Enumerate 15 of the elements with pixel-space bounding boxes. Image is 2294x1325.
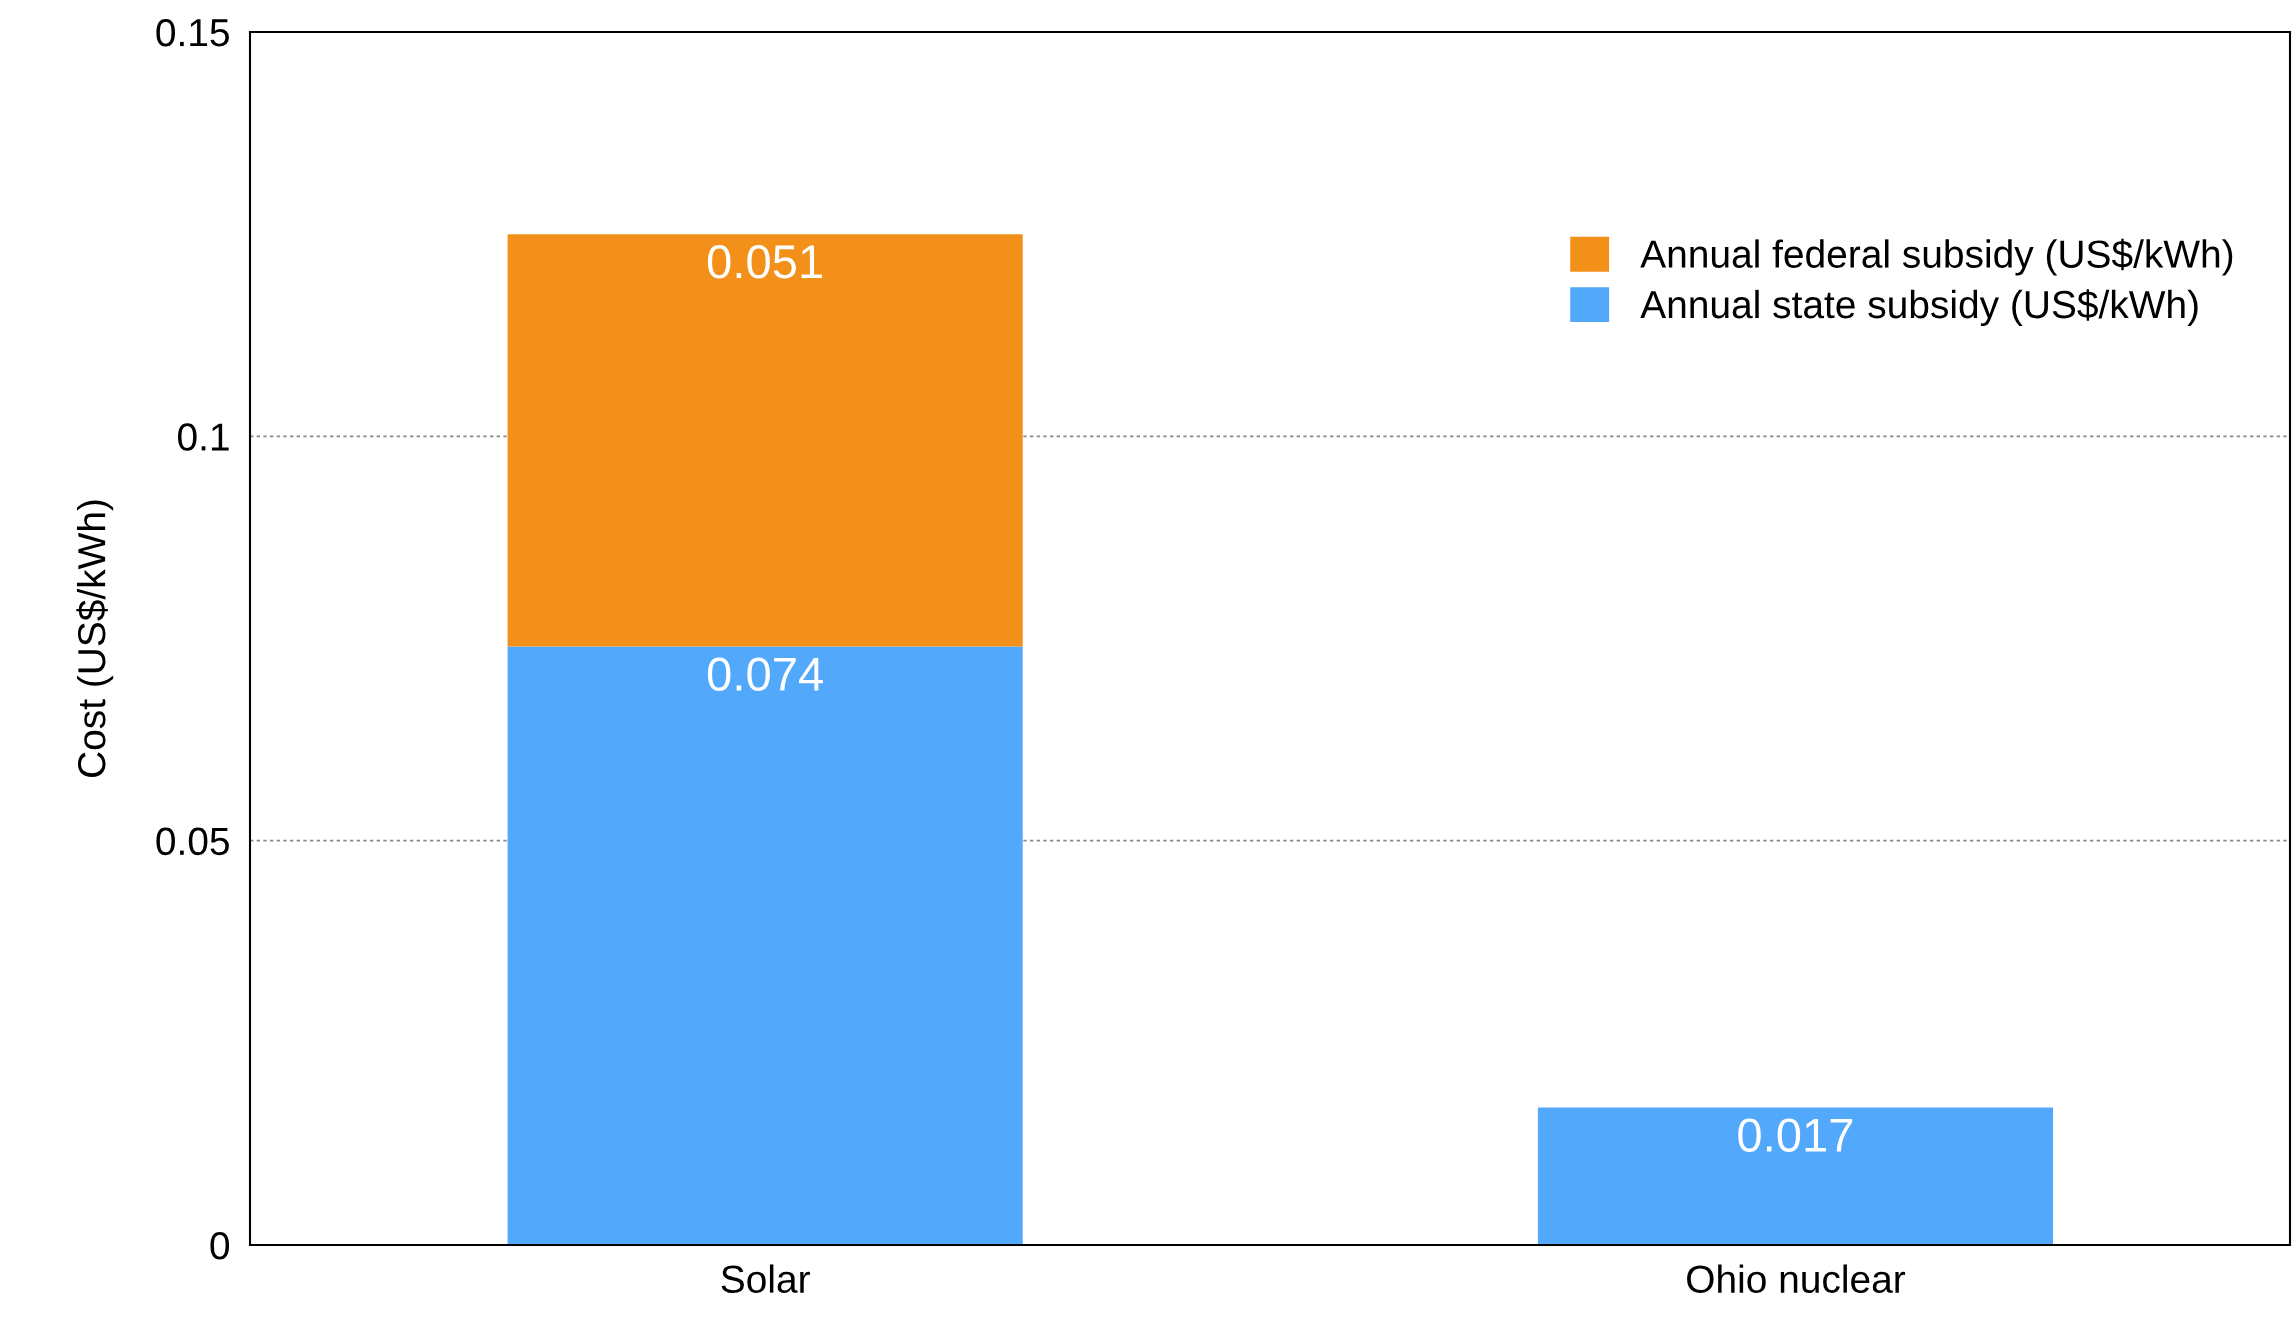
y-tick-label: 0.05 [156, 827, 229, 856]
x-tick-label: Solar [721, 1264, 810, 1294]
bar [1537, 1107, 2054, 1245]
legend-label: Annual state subsidy (US$/kWh) [1640, 289, 2198, 327]
y-tick-label: 0.1 [178, 423, 229, 451]
y-axis-title: Cost (US$/kWh) [76, 500, 114, 777]
legend-label: Annual federal subsidy (US$/kWh) [1640, 238, 2233, 276]
x-tick-label: Ohio nuclear [1687, 1264, 1906, 1294]
data-label: 0.017 [1738, 1118, 1853, 1152]
data-label: 0.051 [707, 245, 822, 279]
data-label: 0.074 [707, 657, 823, 691]
y-tick-label: 0 [210, 1231, 230, 1260]
y-tick-label: 0.15 [156, 18, 229, 47]
bar [507, 234, 1023, 647]
bar [507, 646, 1023, 1245]
